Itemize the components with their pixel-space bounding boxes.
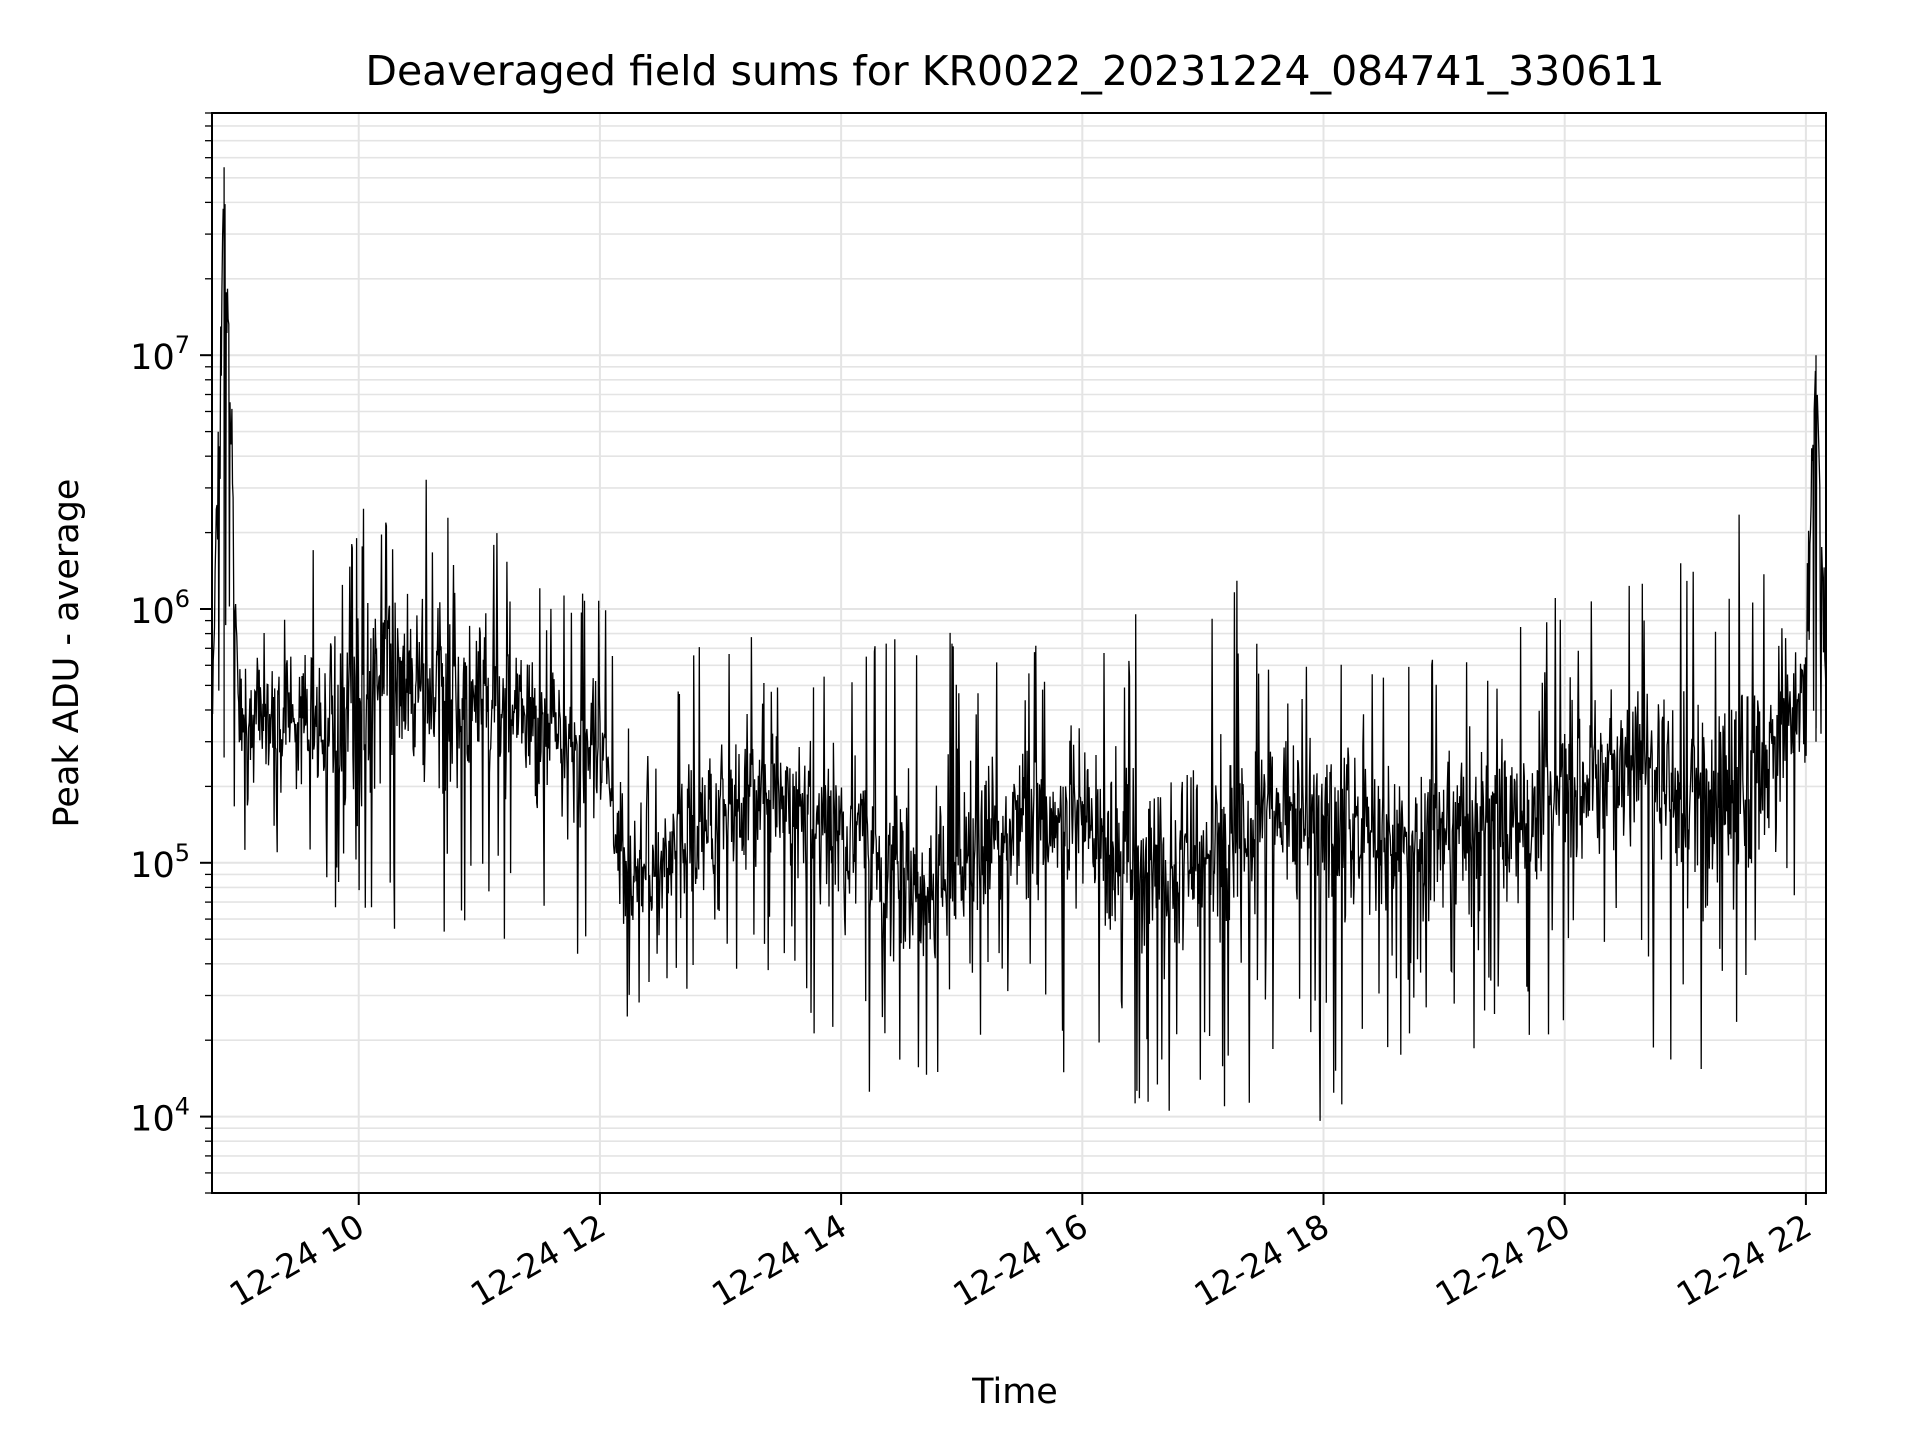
y-tick-label: 106 <box>130 585 190 632</box>
y-axis-label: Peak ADU - average <box>47 479 87 828</box>
y-tick-label: 105 <box>130 839 190 886</box>
chart-title: Deaveraged field sums for KR0022_2023122… <box>365 47 1664 95</box>
series-line <box>211 167 1827 1121</box>
data-series <box>211 167 1827 1121</box>
y-tick-label: 107 <box>130 331 190 378</box>
y-tick-label: 104 <box>130 1093 190 1140</box>
x-axis-label: Time <box>971 1372 1058 1412</box>
plot-frame <box>211 112 1827 1194</box>
